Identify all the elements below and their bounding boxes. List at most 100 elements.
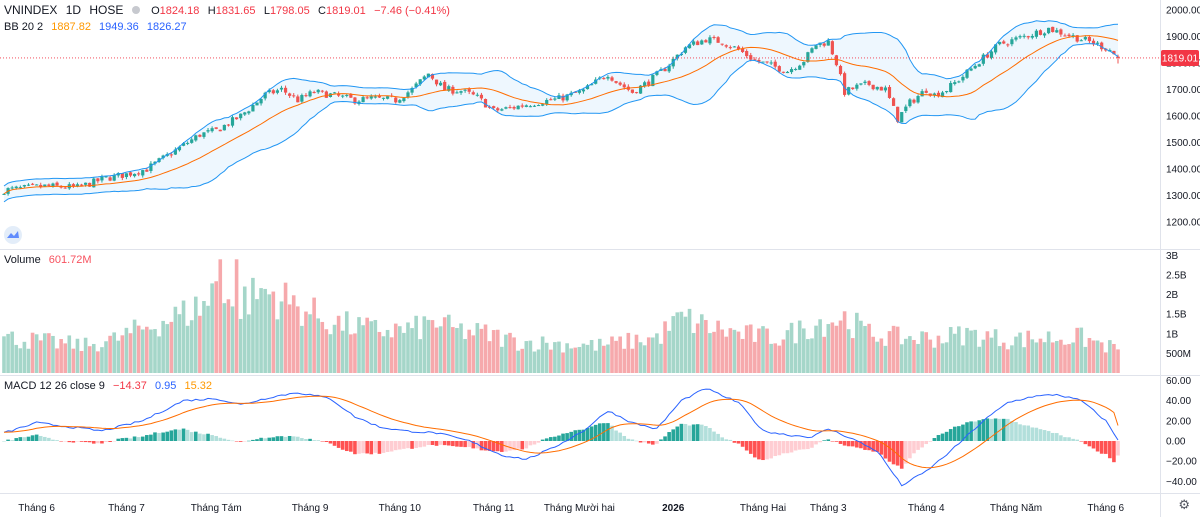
macd-histogram-bar: [361, 441, 365, 454]
macd-histogram-bar: [242, 441, 247, 442]
macd-histogram-bar: [679, 423, 684, 441]
candle-body: [945, 91, 949, 93]
candle-body: [471, 92, 475, 95]
volume-bar: [71, 348, 76, 373]
candle-body: [553, 98, 557, 100]
candle-body: [394, 97, 398, 103]
volume-bar: [965, 327, 969, 373]
macd-histogram-bar: [157, 432, 161, 441]
volume-bar: [822, 336, 826, 373]
candlestick-series[interactable]: [2, 26, 1120, 196]
macd-histogram-bar: [100, 441, 104, 444]
candle-body: [492, 106, 496, 108]
volume-axis-tick-label: 1B: [1166, 329, 1179, 340]
macd-histogram-bar: [912, 441, 916, 454]
candle-body: [308, 91, 312, 97]
macd-histogram-bar: [59, 441, 63, 442]
macd-histogram-bar: [887, 441, 892, 462]
volume-bar: [781, 339, 786, 373]
candle-body: [251, 104, 255, 112]
gear-icon[interactable]: ⚙: [1178, 497, 1190, 512]
volume-bar: [128, 333, 133, 373]
macd-axis-tick-label: −20.00: [1166, 457, 1197, 468]
candle-body: [745, 51, 749, 57]
macd-hist-value: −14.37: [112, 380, 147, 392]
macd-histogram-bar: [973, 421, 977, 441]
macd-histogram[interactable]: [2, 418, 1120, 469]
macd-histogram-bar: [532, 441, 537, 445]
macd-histogram-bar: [810, 441, 814, 448]
candle-body: [26, 184, 31, 186]
candle-body: [585, 85, 590, 90]
macd-histogram-bar: [773, 441, 778, 457]
macd-histogram-bar: [10, 440, 14, 441]
volume-bar: [43, 333, 47, 373]
volume-bar: [446, 314, 451, 373]
macd-legend[interactable]: MACD 12 26 close 9 −14.37 0.95 15.32: [4, 379, 217, 393]
macd-histogram-bar: [43, 436, 47, 441]
candle-body: [377, 95, 382, 98]
volume-bar: [1075, 327, 1079, 373]
volume-bar: [104, 341, 108, 373]
open-value: 1824.18: [159, 5, 200, 17]
volume-bar: [226, 299, 231, 373]
candle-body: [610, 77, 614, 81]
macd-histogram-bar: [385, 441, 390, 453]
volume-bar: [308, 314, 312, 373]
macd-histogram-bar: [451, 441, 455, 447]
macd-histogram-bar: [871, 441, 875, 452]
candle-body: [740, 48, 745, 53]
time-axis-label: Tháng Năm: [990, 503, 1042, 514]
volume-bar: [365, 317, 369, 373]
candle-body: [908, 99, 912, 107]
volume-bar: [283, 282, 288, 373]
macd-histogram-bar: [1054, 433, 1059, 441]
volume-bar: [504, 334, 508, 373]
volume-bars[interactable]: [2, 259, 1120, 373]
volume-bar: [263, 288, 267, 373]
macd-histogram-bar: [291, 436, 296, 441]
candle-body: [426, 73, 430, 78]
candle-body: [602, 78, 606, 80]
candle-body: [520, 105, 524, 107]
candle-body: [279, 87, 284, 90]
volume-bar: [1079, 327, 1084, 373]
volume-bar: [1030, 339, 1035, 373]
symbol-name[interactable]: VNINDEX: [4, 3, 58, 17]
bb-basis-line: [3, 35, 1119, 195]
volume-bar: [181, 300, 186, 373]
macd-histogram-bar: [189, 432, 194, 441]
time-axis-label: Tháng 7: [108, 503, 145, 514]
tradingview-logo-icon[interactable]: [4, 226, 22, 244]
interval-label[interactable]: 1D: [65, 3, 82, 17]
macd-histogram-bar: [165, 431, 170, 441]
volume-bar: [814, 325, 818, 373]
volume-bar: [810, 338, 814, 373]
macd-histogram-bar: [234, 441, 239, 442]
candle-body: [1083, 37, 1087, 40]
volume-bar: [818, 319, 822, 373]
volume-bar: [642, 345, 647, 373]
macd-histogram-bar: [495, 441, 500, 452]
volume-bar: [165, 324, 170, 373]
macd-histogram-bar: [569, 431, 574, 441]
macd-histogram-bar: [6, 439, 10, 441]
volume-legend[interactable]: Volume 601.72M: [4, 253, 97, 267]
candle-body: [716, 37, 720, 43]
candle-body: [512, 106, 516, 109]
volume-bar: [26, 348, 31, 373]
macd-histogram-bar: [459, 441, 463, 447]
volume-bar: [638, 342, 643, 373]
macd-histogram-bar: [226, 439, 231, 441]
macd-histogram-bar: [924, 441, 929, 445]
volume-bar: [728, 328, 733, 373]
bb-legend[interactable]: BB 20 2 1887.82 1949.36 1826.27: [4, 20, 192, 34]
macd-histogram-bar: [1063, 437, 1067, 441]
open-label: O: [151, 5, 160, 17]
candle-body: [810, 48, 814, 53]
candle-body: [794, 68, 798, 70]
volume-bar: [528, 340, 533, 373]
volume-bar: [198, 315, 202, 373]
macd-histogram-bar: [434, 441, 439, 446]
